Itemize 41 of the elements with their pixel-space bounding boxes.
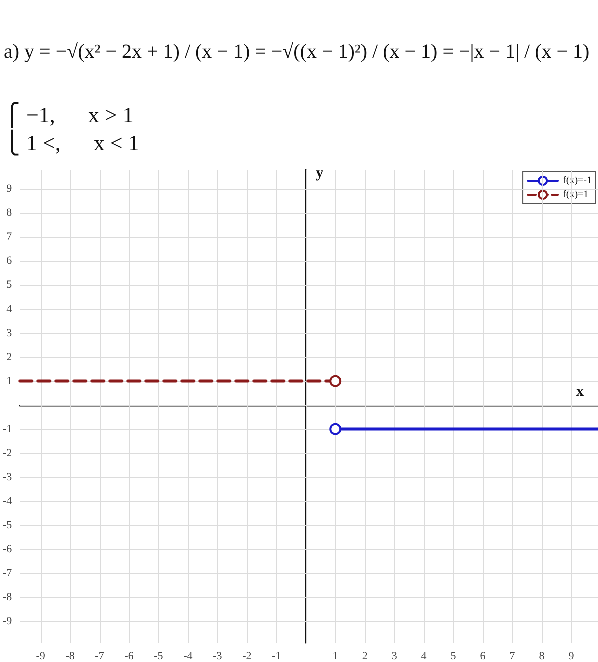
y-tick-label: 9 [6,183,13,196]
text: ⎩ 1 <, x < 1 [4,130,140,156]
x-tick-label: -1 [272,650,282,662]
y-tick-label: 5 [6,279,13,292]
x-tick-label: 8 [539,650,546,662]
y-tick-label: 4 [6,303,13,316]
x-tick-label: -7 [95,650,105,662]
x-tick-label: 6 [480,650,486,662]
x-tick-label: 7 [510,650,516,662]
y-tick-label: -4 [2,495,13,508]
y-tick-label: -5 [2,519,13,532]
y-tick-label: -3 [2,471,13,484]
y-tick-label: -7 [2,567,13,580]
y-tick-label: -2 [2,447,12,460]
x-tick-label: 4 [421,650,428,662]
y-tick-label: -6 [2,543,13,556]
x-axis-title: x [576,384,584,400]
x-tick-label: -9 [36,650,46,662]
x-tick-label: -5 [154,650,164,662]
x-tick-label: -2 [242,650,252,662]
y-tick-label: 7 [6,231,13,244]
x-tick-label: 1 [332,650,338,662]
x-tick-label: 3 [392,650,398,662]
y-tick-label: 8 [6,207,13,220]
x-tick-label: 9 [568,650,575,662]
x-tick-label: -6 [124,650,134,662]
x-tick-label: 5 [450,650,457,662]
text: ⎧ −1, x > 1 [4,102,134,128]
y-axis-title: y [316,166,324,182]
y-tick-label: -8 [2,591,13,604]
x-tick-label: -8 [66,650,76,662]
y-tick-label: 3 [6,327,13,340]
y-tick-label: 6 [6,255,13,268]
y-tick-label: 2 [6,351,12,364]
x-tick-label: -4 [184,650,194,662]
x-tick-label: 2 [362,650,368,662]
x-tick-label: -3 [213,650,223,662]
y-tick-label: -1 [2,423,12,436]
y-tick-label: -9 [2,615,13,628]
y-tick-label: 1 [6,375,12,388]
chart-title: a) y = −√(x² − 2x + 1) / (x − 1) = −√((x − 1)²) / (x − 1) = −|x − 1| / (x − 1) [4,41,590,63]
